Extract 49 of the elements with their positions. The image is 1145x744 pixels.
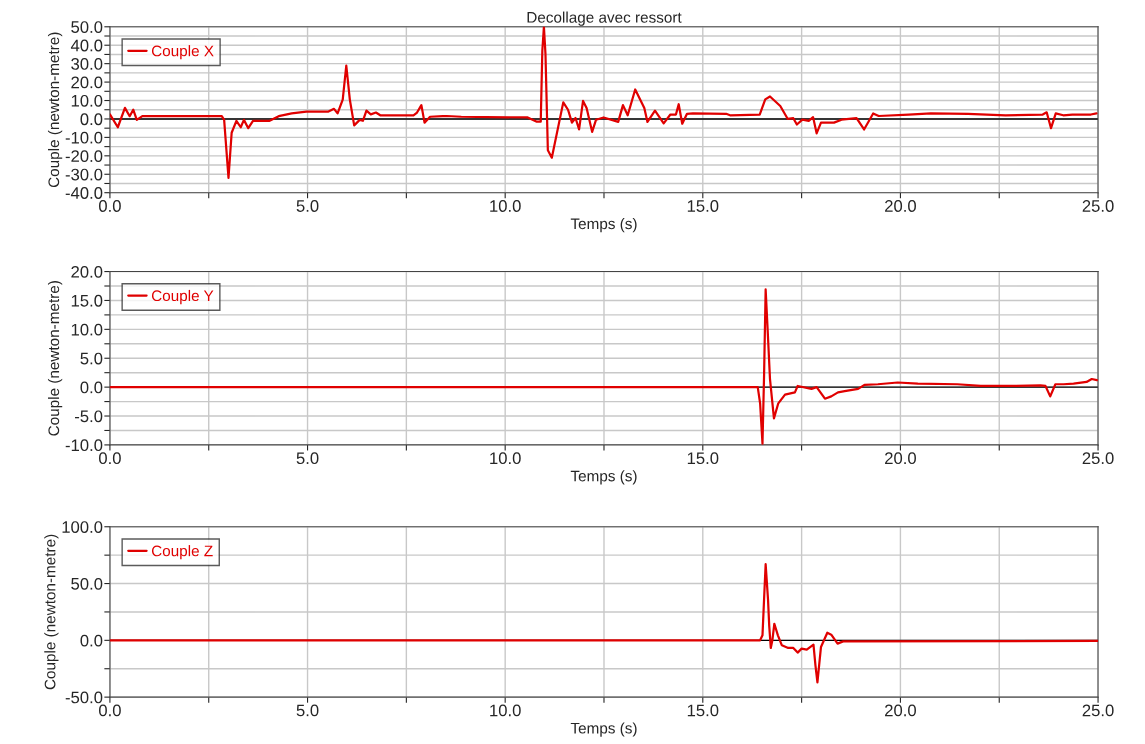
y-tick-label: 0.0 xyxy=(80,381,103,394)
x-axis-title: Temps (s) xyxy=(570,217,637,233)
y-tick-label: 30.0 xyxy=(71,58,103,70)
y-tick-label: -30.0 xyxy=(65,168,103,181)
y-tick-label: 50.0 xyxy=(71,21,103,33)
x-tick-label: 5.0 xyxy=(296,200,319,212)
x-tick-label: 0.0 xyxy=(98,200,121,212)
x-tick-label: 20.0 xyxy=(885,452,916,465)
x-tick-label: 15.0 xyxy=(687,704,719,717)
legend-label: Couple Z xyxy=(151,545,213,560)
y-axis-title: Couple (newton-metre) xyxy=(47,32,63,188)
x-tick-label: 20.0 xyxy=(885,200,916,212)
legend-label: Couple X xyxy=(151,45,214,60)
x-tick-label: 20.0 xyxy=(885,704,916,717)
x-axis-title: Temps (s) xyxy=(570,722,637,737)
x-tick-label: 25.0 xyxy=(1082,452,1114,465)
y-tick-label: 10.0 xyxy=(71,323,103,336)
y-tick-label: 15.0 xyxy=(71,294,103,307)
y-tick-label: 100.0 xyxy=(62,521,103,533)
y-tick-label: 40.0 xyxy=(70,39,103,52)
y-tick-label: -5.0 xyxy=(75,410,103,423)
x-tick-label: 0.0 xyxy=(98,452,121,465)
y-tick-label: 20.0 xyxy=(71,265,103,278)
legend-label: Couple Y xyxy=(151,289,214,305)
y-tick-label: -10.0 xyxy=(65,131,103,144)
y-axis-title: Couple (newton-metre) xyxy=(47,281,63,436)
x-tick-label: 10.0 xyxy=(490,452,521,465)
x-tick-label: 25.0 xyxy=(1082,200,1114,212)
y-tick-label: 0.0 xyxy=(80,634,103,647)
x-tick-label: 5.0 xyxy=(296,704,319,717)
chart-title: Decollage avec ressort xyxy=(527,11,682,26)
y-tick-label: 10.0 xyxy=(71,94,103,107)
x-tick-label: 25.0 xyxy=(1082,704,1114,717)
x-tick-label: 10.0 xyxy=(490,704,521,717)
y-tick-label: 5.0 xyxy=(80,352,103,365)
y-tick-label: -20.0 xyxy=(65,150,103,163)
y-tick-label: -40.0 xyxy=(65,187,103,199)
y-tick-label: 50.0 xyxy=(71,577,103,590)
x-tick-label: 15.0 xyxy=(687,452,719,465)
x-tick-label: 5.0 xyxy=(296,452,319,465)
x-tick-label: 10.0 xyxy=(490,200,521,212)
x-tick-label: 15.0 xyxy=(687,200,719,212)
x-tick-label: 0.0 xyxy=(98,704,121,717)
y-tick-label: 20.0 xyxy=(71,76,103,89)
y-tick-label: -10.0 xyxy=(65,439,103,452)
y-tick-label: 0.0 xyxy=(80,113,103,126)
x-axis-title: Temps (s) xyxy=(570,470,637,485)
y-tick-label: -50.0 xyxy=(65,691,103,704)
y-axis-title: Couple (newton-metre) xyxy=(44,534,59,690)
